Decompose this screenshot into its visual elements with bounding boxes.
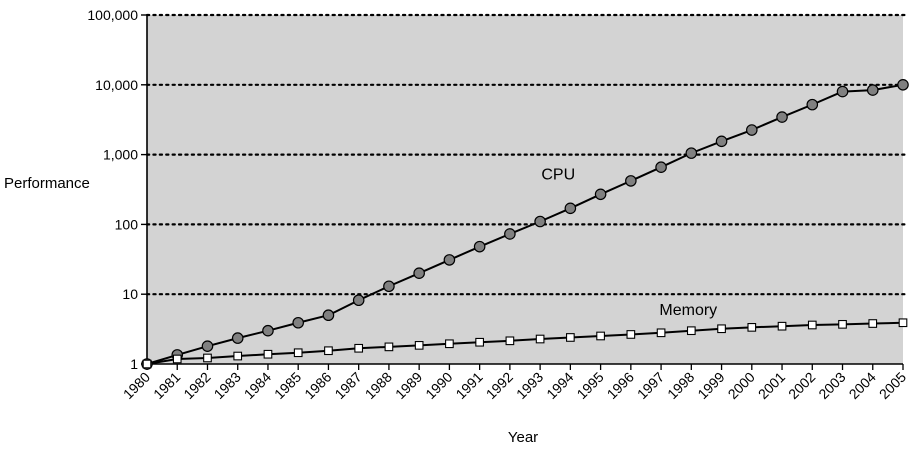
data-point-memory xyxy=(596,331,605,341)
data-point-memory xyxy=(354,343,364,353)
x-tick-label: 2004 xyxy=(846,369,879,402)
data-point-cpu xyxy=(322,309,335,322)
x-tick-label: 1993 xyxy=(513,369,546,402)
x-tick-label: 1985 xyxy=(271,369,304,402)
data-point-cpu xyxy=(443,254,456,266)
data-point-cpu xyxy=(413,267,425,279)
data-point-cpu xyxy=(776,111,788,123)
x-tick-label: 2003 xyxy=(815,369,848,402)
data-point-cpu xyxy=(745,124,758,136)
y-tick-label: 1 xyxy=(130,356,138,372)
x-tick-label: 1994 xyxy=(543,369,576,402)
data-point-memory xyxy=(445,339,454,349)
x-tick-label: 1982 xyxy=(180,369,213,402)
data-point-memory xyxy=(868,319,878,328)
series-annotation-memory: Memory xyxy=(659,302,717,319)
series-annotation-cpu: CPU xyxy=(541,166,575,183)
x-tick-label: 1984 xyxy=(241,369,274,402)
data-point-cpu xyxy=(655,161,667,173)
data-point-memory xyxy=(686,326,696,336)
data-point-memory xyxy=(172,354,182,364)
x-tick-label: 1999 xyxy=(694,369,727,402)
data-point-memory xyxy=(566,333,575,342)
data-point-cpu xyxy=(806,98,819,111)
data-point-memory xyxy=(203,353,212,363)
data-point-memory xyxy=(233,351,243,361)
x-tick-label: 1991 xyxy=(452,369,485,402)
data-point-memory xyxy=(898,318,908,328)
data-point-memory xyxy=(505,336,515,346)
x-tick-label: 1989 xyxy=(392,369,425,402)
y-tick-label: 100 xyxy=(115,216,139,232)
data-point-memory xyxy=(717,324,726,334)
data-point-memory xyxy=(414,341,424,350)
data-point-cpu xyxy=(715,135,728,148)
data-point-memory xyxy=(535,334,545,344)
data-point-memory xyxy=(142,359,152,369)
series-line-memory xyxy=(146,321,904,365)
plot-area xyxy=(147,15,903,364)
x-tick-label: 2002 xyxy=(785,369,818,402)
y-tick-label: 100,000 xyxy=(87,7,138,23)
data-point-cpu xyxy=(231,332,244,344)
data-point-cpu xyxy=(504,228,516,240)
data-point-cpu xyxy=(594,188,607,201)
data-point-memory xyxy=(293,348,303,358)
y-tick-label: 10,000 xyxy=(95,77,138,93)
data-point-cpu xyxy=(292,316,304,329)
x-tick-label: 1981 xyxy=(150,369,183,402)
x-tick-label: 1980 xyxy=(120,369,153,402)
data-point-memory xyxy=(475,337,484,347)
y-tick-label: 10 xyxy=(122,286,138,302)
x-tick-label: 1986 xyxy=(301,369,334,402)
x-tick-label: 1983 xyxy=(210,369,243,402)
data-point-cpu xyxy=(897,79,909,91)
x-tick-label: 1992 xyxy=(483,369,516,402)
data-point-cpu xyxy=(564,202,577,215)
data-point-cpu xyxy=(685,147,698,159)
data-point-cpu xyxy=(866,84,879,96)
data-point-cpu xyxy=(625,175,637,187)
x-tick-label: 1998 xyxy=(664,369,697,402)
y-axis-label: Performance xyxy=(4,175,90,192)
x-tick-label: 1988 xyxy=(362,369,395,402)
x-tick-label: 1987 xyxy=(331,369,364,402)
data-point-memory xyxy=(747,323,757,332)
x-tick-label: 1996 xyxy=(604,369,637,402)
y-tick-label: 1,000 xyxy=(103,147,138,163)
data-point-cpu xyxy=(201,340,214,352)
data-point-memory xyxy=(807,320,817,330)
data-point-memory xyxy=(384,342,394,352)
x-tick-label: 2000 xyxy=(725,369,758,402)
data-point-memory xyxy=(626,330,636,339)
data-point-memory xyxy=(263,349,273,359)
x-axis-label: Year xyxy=(508,429,538,446)
data-point-cpu xyxy=(352,294,365,307)
x-tick-label: 1997 xyxy=(634,369,667,402)
x-tick-label: 2001 xyxy=(755,369,788,402)
x-tick-label: 1990 xyxy=(422,369,455,402)
data-point-cpu xyxy=(262,324,274,337)
data-point-cpu xyxy=(383,280,395,293)
x-tick-label: 2005 xyxy=(876,369,909,402)
data-point-memory xyxy=(838,319,847,329)
x-tick-label: 1995 xyxy=(573,369,606,402)
data-point-cpu xyxy=(473,240,486,253)
data-point-memory xyxy=(777,321,787,331)
data-point-memory xyxy=(324,346,333,356)
data-point-cpu xyxy=(534,215,546,228)
data-point-cpu xyxy=(836,85,849,98)
data-point-memory xyxy=(656,328,666,338)
